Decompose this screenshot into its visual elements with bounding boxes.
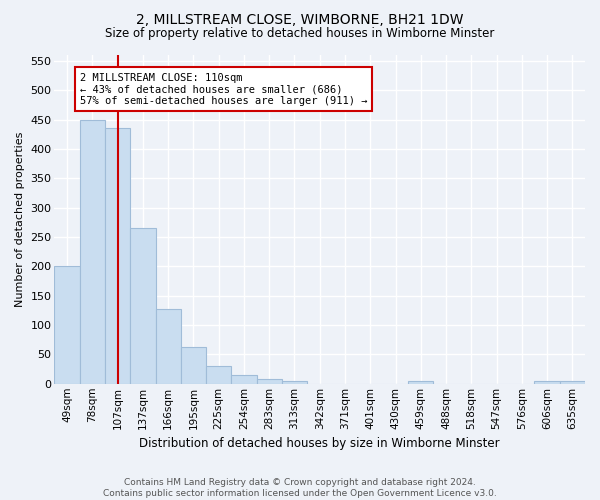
Bar: [155, 308, 181, 384]
Text: 2, MILLSTREAM CLOSE, WIMBORNE, BH21 1DW: 2, MILLSTREAM CLOSE, WIMBORNE, BH21 1DW: [136, 12, 464, 26]
Bar: [560, 382, 585, 384]
Bar: [206, 366, 232, 384]
Bar: [257, 379, 282, 384]
Bar: [105, 128, 130, 384]
Bar: [535, 381, 560, 384]
Text: 2 MILLSTREAM CLOSE: 110sqm
← 43% of detached houses are smaller (686)
57% of sem: 2 MILLSTREAM CLOSE: 110sqm ← 43% of deta…: [80, 72, 367, 106]
Text: Size of property relative to detached houses in Wimborne Minster: Size of property relative to detached ho…: [106, 28, 494, 40]
Bar: [282, 381, 307, 384]
Y-axis label: Number of detached properties: Number of detached properties: [15, 132, 25, 307]
Bar: [80, 120, 105, 384]
Bar: [181, 347, 206, 384]
Bar: [55, 266, 80, 384]
Text: Contains HM Land Registry data © Crown copyright and database right 2024.
Contai: Contains HM Land Registry data © Crown c…: [103, 478, 497, 498]
Bar: [232, 375, 257, 384]
Bar: [408, 381, 433, 384]
Bar: [130, 228, 155, 384]
X-axis label: Distribution of detached houses by size in Wimborne Minster: Distribution of detached houses by size …: [139, 437, 500, 450]
